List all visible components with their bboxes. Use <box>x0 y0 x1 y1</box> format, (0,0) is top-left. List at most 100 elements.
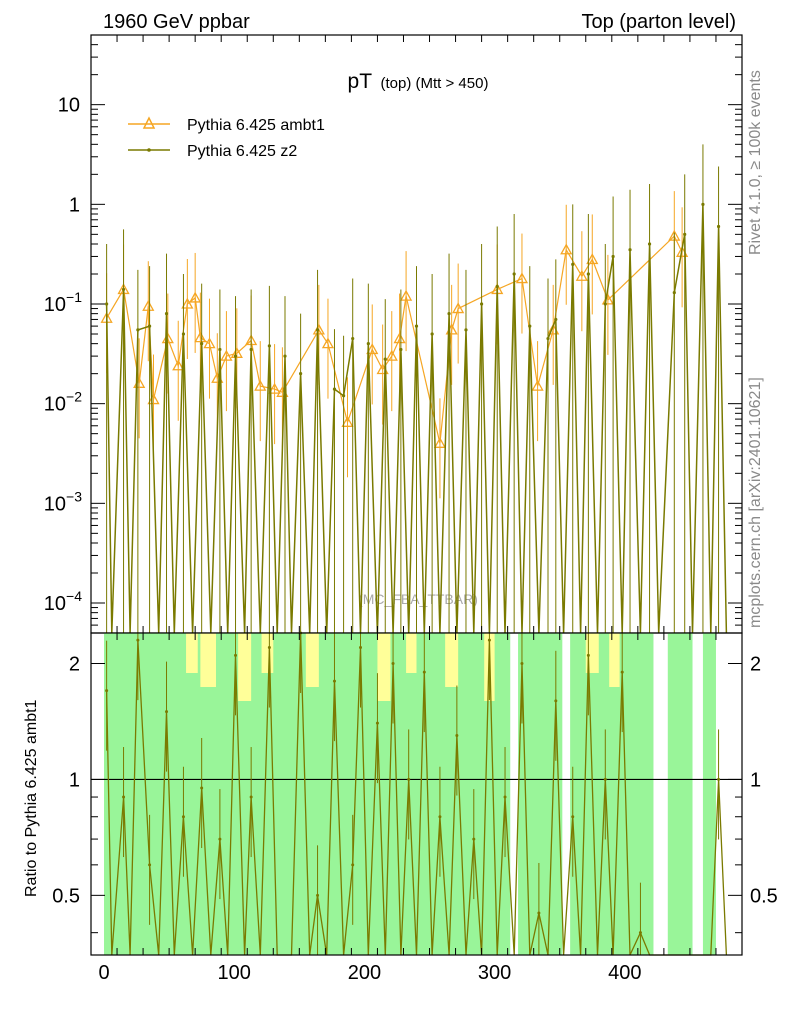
ambt1-point <box>366 343 379 355</box>
ambt1-point <box>341 415 354 427</box>
ratio-z2-point <box>218 837 222 841</box>
z2-point <box>218 347 222 352</box>
yellow-band-7 <box>445 633 459 687</box>
ratio-z2-point <box>571 815 575 819</box>
z2-point <box>672 291 676 295</box>
ratio-xtick-label: 0 <box>98 962 109 984</box>
z2-point <box>399 347 403 352</box>
ratio-ytick-label-left: 1 <box>69 769 80 791</box>
mcplots-info: mcplots.cern.ch [arXiv:2401.10621] <box>747 377 764 628</box>
ratio-series-group <box>105 631 728 956</box>
ambt1-point <box>515 272 529 284</box>
ambt1-point <box>203 337 216 349</box>
main-ytick-label: 10 <box>58 95 80 117</box>
ratio-ytick-label-right: 1 <box>750 769 761 791</box>
z2-point <box>480 302 484 306</box>
ratio-z2-point <box>267 646 271 650</box>
ambt1-point <box>560 243 573 255</box>
z2-point <box>383 357 387 361</box>
z2-point <box>366 342 370 346</box>
ratio-xtick-label: 300 <box>478 962 511 984</box>
main-ytick-label: 10−4 <box>44 588 82 615</box>
z2-point <box>554 317 558 322</box>
legend-marker-z2 <box>147 148 151 152</box>
ratio-z2-line <box>105 632 728 956</box>
ambt1-point <box>452 302 465 314</box>
ratio-z2-point <box>200 786 204 790</box>
ratio-z2-point <box>316 893 320 897</box>
z2-point <box>647 242 652 246</box>
ratio-z2-point <box>105 689 109 693</box>
ratio-z2-point <box>407 777 411 781</box>
header-left: 1960 GeV ppbar <box>103 11 250 33</box>
z2-point <box>181 332 186 336</box>
z2-point <box>571 262 575 266</box>
z2-point <box>351 336 355 341</box>
ambt1-point <box>230 346 243 358</box>
ratio-ylabel: Ratio to Pythia 6.425 ambt1 <box>23 699 40 897</box>
z2-point <box>136 328 140 332</box>
ambt1-point <box>189 291 202 303</box>
ratio-ytick-label-left: 2 <box>69 653 80 675</box>
yellow-band-2 <box>238 633 252 701</box>
ratio-xtick-label: 200 <box>348 962 381 984</box>
ratio-ytick-label-left: 0.5 <box>52 885 80 907</box>
ratio-ytick-label-right: 0.5 <box>750 885 778 907</box>
ratio-z2-point <box>332 679 336 683</box>
z2-point <box>430 332 434 336</box>
legend-marker-ambt1 <box>142 116 156 129</box>
ratio-z2-point <box>375 721 379 725</box>
z2-point <box>683 232 687 236</box>
ratio-z2-point <box>122 795 126 799</box>
ratio-z2-point <box>603 777 607 781</box>
yellow-band-6 <box>406 633 417 673</box>
z2-point <box>147 324 152 328</box>
ratio-z2-point <box>503 795 507 799</box>
main-ytick-label: 10−3 <box>44 488 82 515</box>
ratio-z2-point <box>359 646 363 650</box>
yellow-band-10 <box>609 633 620 687</box>
rivet-info: Rivet 4.1.0, ≥ 100k events <box>747 70 764 255</box>
ambt1-point <box>147 393 160 405</box>
main-ytick-label: 10−1 <box>44 289 82 316</box>
z2-point <box>105 302 109 306</box>
green-band-3 <box>667 633 693 955</box>
ratio-z2-point <box>586 653 590 657</box>
ambt1-point <box>399 289 413 301</box>
ratio-z2-point <box>165 710 169 714</box>
ratio-z2-point <box>391 661 395 665</box>
ambt1-point <box>142 299 155 311</box>
green-band-4 <box>702 633 716 955</box>
z2-point <box>586 272 590 276</box>
z2-point <box>628 248 632 252</box>
z2-point <box>447 312 451 316</box>
ratio-z2-point <box>181 815 185 819</box>
main-series-group <box>100 144 728 634</box>
z2-point <box>200 342 204 346</box>
plot-title-sub: (top) (Mtt > 450) <box>381 75 489 92</box>
ratio-z2-point <box>638 931 642 935</box>
z2-point <box>716 224 721 229</box>
main-ytick-exp: −4 <box>66 588 82 604</box>
ambt1-point <box>531 379 544 391</box>
ratio-z2-point <box>148 863 152 867</box>
ratio-xtick-label: 400 <box>608 962 641 984</box>
legend-label-z2: Pythia 6.425 z2 <box>187 143 297 160</box>
main-ytick-label: 1 <box>69 194 80 216</box>
ratio-z2-point <box>537 911 541 915</box>
ratio-axes: 2 2 1 1 0.5 0.5 0 100 200 300 400 <box>52 633 778 984</box>
header-right: Top (parton level) <box>581 11 736 33</box>
main-ytick-exp: −2 <box>66 389 82 405</box>
main-ytick-exp: −3 <box>66 488 82 504</box>
main-ytick-base: 10 <box>44 294 66 316</box>
z2-point <box>495 284 499 289</box>
z2-point <box>414 324 419 328</box>
z2-point <box>611 254 615 259</box>
ambt1-point <box>268 382 281 394</box>
yellow-band-0 <box>186 633 198 673</box>
main-ytick-base: 10 <box>44 394 66 416</box>
z2-point <box>332 387 337 391</box>
ambt1-point <box>575 269 588 281</box>
z2-point <box>283 354 287 358</box>
ratio-z2-point <box>422 670 426 674</box>
